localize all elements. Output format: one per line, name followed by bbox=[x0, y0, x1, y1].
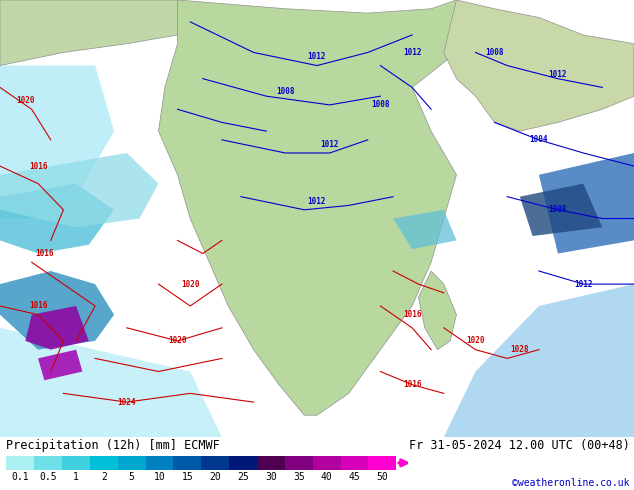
Polygon shape bbox=[0, 184, 114, 253]
Polygon shape bbox=[0, 328, 222, 437]
Text: 1016: 1016 bbox=[403, 310, 422, 319]
Bar bbox=[340, 456, 368, 470]
Text: 1016: 1016 bbox=[29, 301, 48, 311]
Polygon shape bbox=[539, 153, 634, 253]
Polygon shape bbox=[444, 0, 634, 131]
Text: 40: 40 bbox=[321, 472, 332, 482]
Bar bbox=[174, 456, 201, 470]
Text: 1028: 1028 bbox=[510, 345, 529, 354]
Text: 10: 10 bbox=[153, 472, 165, 482]
Text: 15: 15 bbox=[181, 472, 193, 482]
Text: 1012: 1012 bbox=[320, 140, 339, 149]
Bar bbox=[34, 456, 62, 470]
Polygon shape bbox=[0, 271, 114, 350]
Polygon shape bbox=[0, 66, 114, 219]
Text: 1020: 1020 bbox=[168, 337, 187, 345]
Bar bbox=[201, 456, 229, 470]
Text: 1004: 1004 bbox=[529, 135, 548, 145]
Text: 0.1: 0.1 bbox=[11, 472, 29, 482]
Text: 0.5: 0.5 bbox=[39, 472, 57, 482]
Text: 25: 25 bbox=[237, 472, 249, 482]
Polygon shape bbox=[0, 0, 178, 66]
Text: 1012: 1012 bbox=[403, 48, 422, 57]
Text: 2: 2 bbox=[101, 472, 107, 482]
Bar bbox=[118, 456, 146, 470]
Polygon shape bbox=[158, 0, 456, 415]
Text: 30: 30 bbox=[265, 472, 277, 482]
Polygon shape bbox=[393, 210, 456, 249]
Text: Precipitation (12h) [mm] ECMWF: Precipitation (12h) [mm] ECMWF bbox=[6, 439, 220, 452]
Text: 1: 1 bbox=[73, 472, 79, 482]
Text: 1008: 1008 bbox=[548, 205, 567, 214]
Text: 1024: 1024 bbox=[117, 397, 136, 407]
Polygon shape bbox=[38, 350, 82, 380]
Text: Fr 31-05-2024 12.00 UTC (00+48): Fr 31-05-2024 12.00 UTC (00+48) bbox=[409, 439, 630, 452]
Bar bbox=[90, 456, 118, 470]
Bar bbox=[229, 456, 257, 470]
Text: 1020: 1020 bbox=[466, 337, 485, 345]
Text: 1012: 1012 bbox=[307, 52, 327, 61]
Text: 1020: 1020 bbox=[16, 96, 35, 105]
Text: 1008: 1008 bbox=[485, 48, 504, 57]
Text: 20: 20 bbox=[209, 472, 221, 482]
Text: 1012: 1012 bbox=[548, 70, 567, 79]
Text: 35: 35 bbox=[293, 472, 305, 482]
Polygon shape bbox=[25, 306, 89, 350]
Text: 1016: 1016 bbox=[403, 380, 422, 389]
Text: 5: 5 bbox=[129, 472, 134, 482]
Text: 1016: 1016 bbox=[35, 249, 54, 258]
Text: 1020: 1020 bbox=[181, 280, 200, 289]
Text: 1016: 1016 bbox=[29, 162, 48, 171]
Text: 1008: 1008 bbox=[371, 100, 390, 109]
Bar bbox=[313, 456, 340, 470]
Text: 1012: 1012 bbox=[307, 196, 327, 206]
Text: ©weatheronline.co.uk: ©weatheronline.co.uk bbox=[512, 478, 630, 488]
Text: 1008: 1008 bbox=[276, 87, 295, 97]
Polygon shape bbox=[0, 153, 158, 227]
Polygon shape bbox=[520, 184, 602, 236]
Bar bbox=[368, 456, 396, 470]
Bar bbox=[62, 456, 90, 470]
Text: 1012: 1012 bbox=[574, 280, 593, 289]
Bar bbox=[146, 456, 174, 470]
Text: 50: 50 bbox=[377, 472, 388, 482]
Bar bbox=[257, 456, 285, 470]
Polygon shape bbox=[444, 284, 634, 437]
Text: 45: 45 bbox=[349, 472, 360, 482]
Polygon shape bbox=[418, 271, 456, 350]
Bar bbox=[285, 456, 313, 470]
Bar bbox=[6, 456, 34, 470]
